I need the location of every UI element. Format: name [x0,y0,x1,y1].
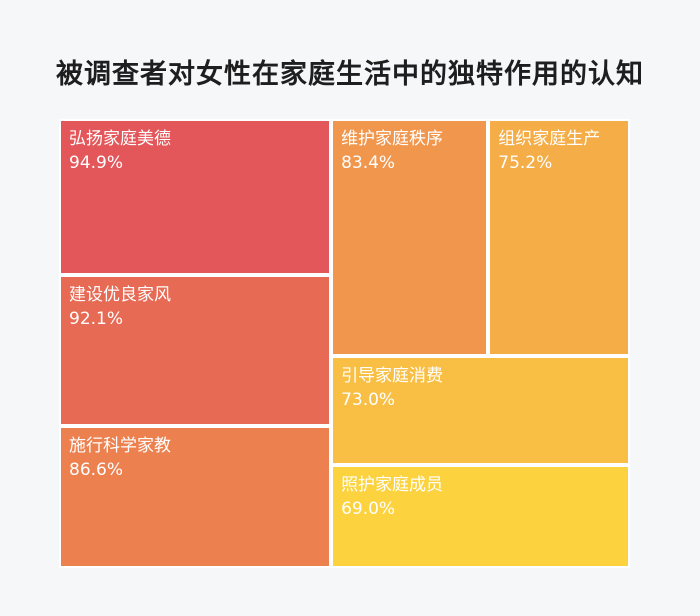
tile-label: 照护家庭成员 [341,474,444,495]
treemap-tile: 施行科学家教 86.6% [59,425,332,568]
treemap-tile: 弘扬家庭美德 94.9% [59,119,332,275]
tile-value: 69.0% [341,498,396,519]
tile-label: 引导家庭消费 [341,365,444,386]
tile-label: 建设优良家风 [69,284,171,305]
tile-value: 73.0% [341,389,396,410]
treemap-tile: 组织家庭生产 75.2% [488,119,630,356]
tile-value: 86.6% [69,459,124,480]
treemap-tile: 引导家庭消费 73.0% [331,355,630,465]
tile-label: 弘扬家庭美德 [69,129,171,149]
treemap: 弘扬家庭美德 94.9% 建设优良家风 92.1% 施行科学家教 86.6% 维护家庭秩序 8… [59,119,630,568]
treemap-tile: 建设优良家风 92.1% [59,274,332,426]
chart-title: 被调查者对女性在家庭生活中的独特作用的认知 [56,59,644,90]
tile-value: 94.9% [69,153,124,173]
tile-label: 施行科学家教 [69,435,171,456]
tile-label: 维护家庭秩序 [341,129,444,149]
tile-label: 组织家庭生产 [498,129,601,149]
treemap-tile: 维护家庭秩序 83.4% [331,119,489,356]
tile-value: 92.1% [69,308,124,329]
tile-value: 75.2% [498,153,553,173]
tile-value: 83.4% [341,153,396,173]
treemap-tile: 照护家庭成员 69.0% [331,464,630,568]
